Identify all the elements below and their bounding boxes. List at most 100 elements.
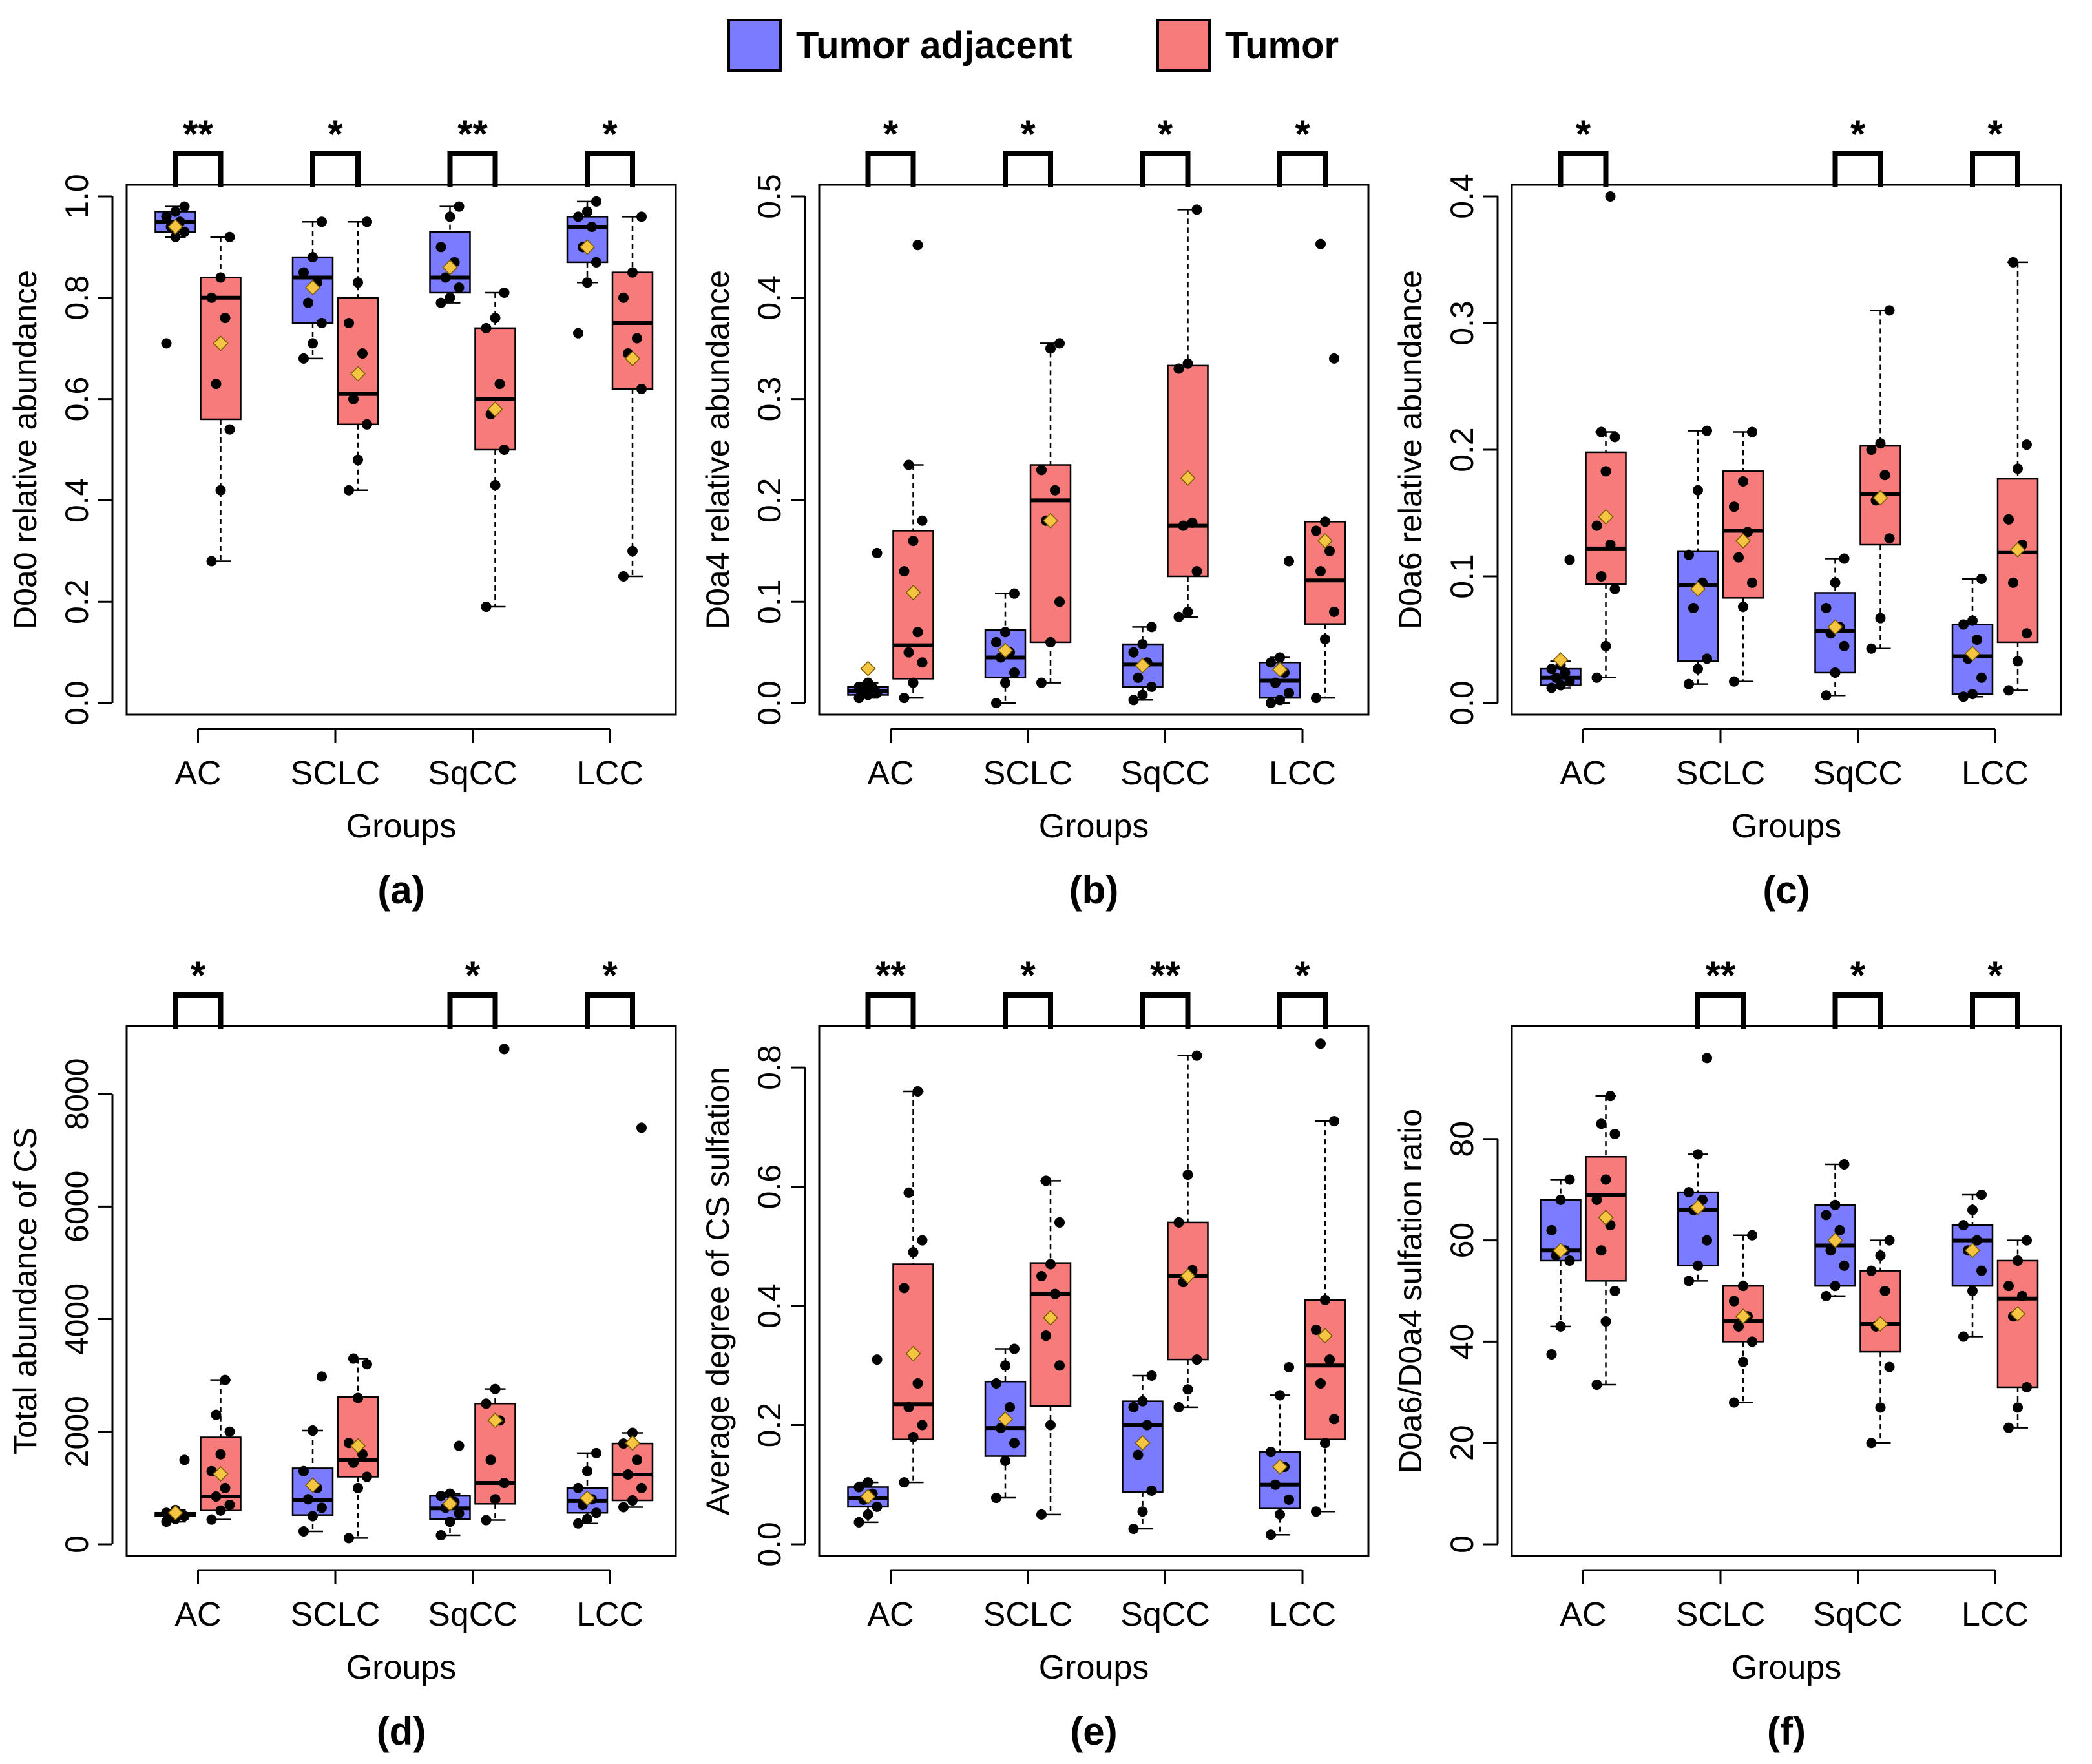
- data-point-tumor-lcc: [2003, 1281, 2014, 1292]
- data-point-adjacent-sclc: [1702, 653, 1712, 664]
- mean-marker-tumor-ac: [213, 1466, 229, 1482]
- data-point-tumor-lcc: [618, 292, 629, 303]
- data-point-tumor-lcc: [1320, 634, 1330, 645]
- data-point-tumor-sclc: [353, 1392, 363, 1403]
- data-point-tumor-ac: [1609, 432, 1620, 443]
- data-point-tumor-ac: [903, 1187, 914, 1198]
- box-tumor-sqcc: [1167, 1221, 1209, 1361]
- panel-d: 0 2000 4000 6000 8000 Total abundance of CS AC…: [7, 954, 677, 1753]
- data-point-tumor-sqcc: [1191, 1050, 1202, 1061]
- mean-marker-adjacent-sqcc: [1827, 619, 1843, 635]
- x-tick-label: LCC: [1269, 755, 1336, 792]
- mean-marker-tumor-sqcc: [1180, 470, 1196, 486]
- data-point-tumor-ac: [224, 1500, 235, 1511]
- data-point-tumor-lcc: [636, 383, 647, 394]
- data-point-adjacent-sclc: [303, 297, 313, 308]
- data-point-tumor-lcc: [627, 1427, 638, 1438]
- legend-swatch-tumor: [1156, 19, 1211, 72]
- x-tick-label: AC: [1560, 755, 1606, 792]
- data-point-adjacent-sqcc: [1830, 1281, 1841, 1292]
- x-tick-label: SqCC: [1120, 1596, 1210, 1633]
- data-point-adjacent-sclc: [317, 1371, 327, 1382]
- y-tick-label: 0.2: [59, 579, 95, 624]
- data-point-tumor-sqcc: [499, 1044, 510, 1055]
- significance-stars: *: [1295, 954, 1310, 997]
- significance-bracket: [1140, 151, 1191, 187]
- significance-stars: *: [1158, 112, 1173, 156]
- data-point-adjacent-sqcc: [1137, 689, 1148, 700]
- data-point-tumor-ac: [912, 627, 923, 638]
- data-point-tumor-ac: [206, 1514, 217, 1525]
- data-point-adjacent-lcc: [1958, 1220, 1969, 1231]
- data-point-adjacent-lcc: [1270, 677, 1281, 688]
- data-point-tumor-sclc: [1747, 1230, 1757, 1241]
- data-point-adjacent-lcc: [1976, 1190, 1987, 1201]
- data-point-tumor-lcc: [623, 1469, 633, 1480]
- data-point-tumor-ac: [908, 1247, 919, 1258]
- data-point-adjacent-sclc: [308, 1511, 318, 1522]
- data-point-adjacent-lcc: [1967, 1204, 1978, 1215]
- data-point-tumor-lcc: [2003, 514, 2014, 525]
- significance-bracket: [585, 992, 635, 1029]
- data-point-tumor-ac: [220, 313, 231, 324]
- data-point-tumor-sclc: [348, 394, 359, 404]
- data-point-tumor-sqcc: [481, 322, 492, 333]
- panel-b: 0.0 0.1 0.2 0.3 0.4 0.5 D0a4 relative abundanc…: [700, 112, 1370, 912]
- data-point-tumor-ac: [908, 536, 919, 547]
- legend-label-tumor: Tumor: [1225, 24, 1339, 67]
- data-point-adjacent-ac: [161, 338, 172, 349]
- data-point-tumor-lcc: [618, 1502, 629, 1513]
- data-point-adjacent-sqcc: [1128, 1402, 1139, 1412]
- significance-bracket: [1277, 992, 1328, 1029]
- x-tick-label: AC: [174, 755, 221, 792]
- mean-marker-adjacent-sqcc: [1827, 1232, 1843, 1248]
- data-point-tumor-lcc: [1315, 1378, 1326, 1389]
- data-point-adjacent-sqcc: [1830, 577, 1841, 588]
- data-point-tumor-sqcc: [1182, 1384, 1193, 1395]
- data-point-adjacent-ac: [872, 1501, 883, 1512]
- data-point-tumor-ac: [1600, 640, 1611, 651]
- data-point-tumor-sclc: [1036, 677, 1047, 688]
- data-point-tumor-sqcc: [1875, 613, 1886, 624]
- data-point-adjacent-ac: [179, 226, 190, 237]
- data-point-tumor-sclc: [1041, 1175, 1051, 1186]
- data-point-tumor-ac: [1596, 426, 1607, 437]
- data-point-tumor-sclc: [1054, 596, 1065, 607]
- data-point-adjacent-sqcc: [1142, 1420, 1153, 1431]
- data-point-tumor-sclc: [344, 485, 354, 496]
- mean-marker-tumor-sqcc: [1872, 1316, 1888, 1332]
- y-tick-label: 0.8: [751, 1045, 788, 1090]
- data-point-tumor-ac: [1596, 1245, 1607, 1256]
- data-point-tumor-sqcc: [1182, 1170, 1193, 1181]
- data-point-tumor-sclc: [1738, 476, 1748, 487]
- panel-e: 0.0 0.2 0.4 0.6 0.8 Average degree of CS sulf…: [700, 954, 1370, 1753]
- data-point-tumor-sclc: [1729, 1296, 1739, 1307]
- box-tumor-ac: [892, 530, 934, 680]
- data-point-adjacent-lcc: [591, 1507, 601, 1518]
- data-point-adjacent-sclc: [1009, 588, 1020, 599]
- x-axis-label: Groups: [1039, 808, 1149, 845]
- data-point-tumor-lcc: [618, 571, 629, 582]
- data-point-tumor-ac: [215, 272, 226, 283]
- data-point-tumor-sqcc: [490, 1383, 501, 1394]
- mean-marker-adjacent-sqcc: [1135, 1435, 1151, 1451]
- data-point-tumor-lcc: [636, 211, 647, 222]
- data-point-adjacent-lcc: [1958, 691, 1969, 702]
- significance-stars: *: [1020, 112, 1036, 156]
- box-tumor-sqcc: [474, 327, 516, 451]
- data-point-tumor-sclc: [1729, 676, 1739, 687]
- data-point-adjacent-sclc: [1684, 678, 1694, 689]
- data-point-tumor-sqcc: [1178, 520, 1189, 531]
- data-point-tumor-ac: [1591, 520, 1602, 531]
- data-point-tumor-sqcc: [1866, 643, 1877, 654]
- box-tumor-lcc: [1996, 478, 2039, 644]
- data-point-tumor-sclc: [1045, 1420, 1056, 1431]
- legend: Tumor adjacent Tumor: [0, 0, 2092, 90]
- mean-marker-adjacent-sclc: [304, 1477, 321, 1493]
- data-point-tumor-lcc: [2003, 1422, 2014, 1433]
- y-tick-label: 40: [1444, 1324, 1480, 1360]
- significance-stars: *: [883, 112, 899, 156]
- data-point-adjacent-ac: [1555, 1321, 1566, 1332]
- y-axis-label: Average degree of CS sulfation: [700, 1067, 736, 1515]
- data-point-tumor-lcc: [1324, 1354, 1335, 1365]
